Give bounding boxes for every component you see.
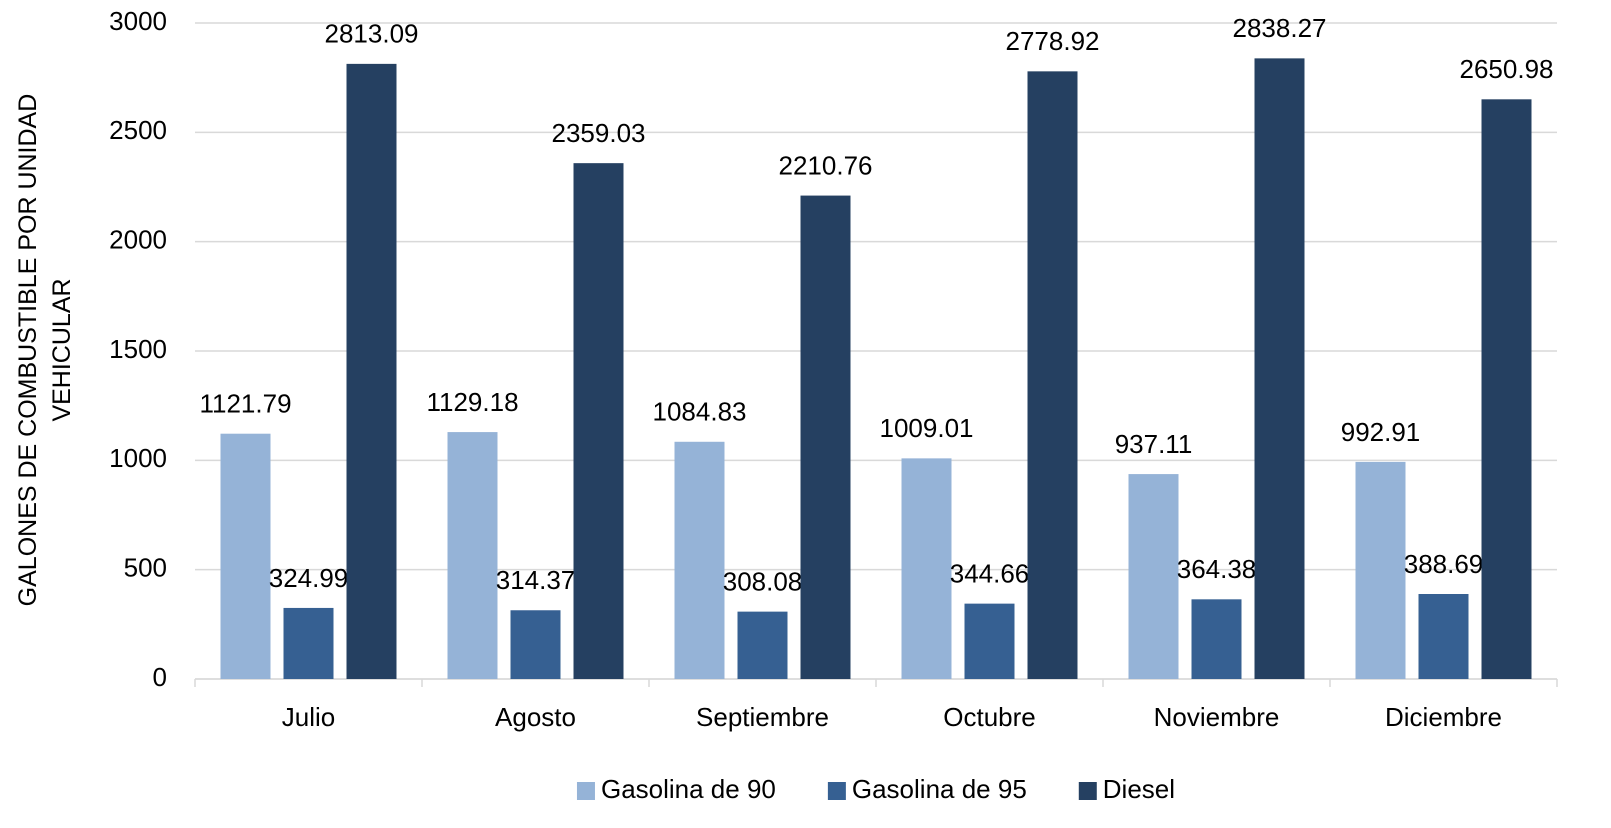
bar xyxy=(573,163,624,680)
data-label: 2778.92 xyxy=(1006,26,1100,56)
data-label: 388.69 xyxy=(1404,549,1484,579)
bar xyxy=(220,433,271,679)
y-tick-label: 1500 xyxy=(109,334,167,364)
y-axis-label: GALONES DE COMBUSTIBLE POR UNIDAD VEHICU… xyxy=(14,93,76,607)
bar xyxy=(737,611,788,679)
y-tick-label: 1000 xyxy=(109,443,167,473)
data-label: 2359.03 xyxy=(552,118,646,148)
legend-swatch xyxy=(1078,782,1097,800)
data-label: 364.38 xyxy=(1177,554,1257,584)
data-label: 344.66 xyxy=(950,559,1030,589)
data-label: 324.99 xyxy=(269,563,349,593)
bar xyxy=(1481,99,1532,680)
data-label: 1129.18 xyxy=(426,387,518,417)
x-tick-label: Noviembre xyxy=(1154,702,1280,732)
bar xyxy=(510,610,561,679)
y-tick-label: 2000 xyxy=(109,225,167,255)
legend-label: Gasolina de 90 xyxy=(601,774,776,804)
bar xyxy=(1027,71,1078,679)
bar xyxy=(1191,599,1242,679)
x-tick-label: Octubre xyxy=(943,702,1036,732)
bar xyxy=(901,458,952,679)
data-label: 314.37 xyxy=(496,565,576,595)
x-tick-label: Julio xyxy=(282,702,335,732)
legend-swatch xyxy=(827,782,846,800)
y-tick-label: 3000 xyxy=(109,6,167,36)
data-label: 1121.79 xyxy=(199,389,291,419)
bar xyxy=(800,195,851,679)
legend-swatch xyxy=(576,782,595,800)
bar xyxy=(1418,594,1469,679)
data-label: 1009.01 xyxy=(880,413,974,443)
data-label: 2210.76 xyxy=(779,150,873,180)
x-tick-label: Diciembre xyxy=(1385,702,1502,732)
bar xyxy=(1254,58,1305,679)
bar xyxy=(1128,474,1179,679)
data-label: 937.11 xyxy=(1115,429,1193,459)
data-label: 2650.98 xyxy=(1460,54,1554,84)
bar xyxy=(283,607,334,679)
legend-label: Gasolina de 95 xyxy=(852,774,1027,804)
x-tick-label: Septiembre xyxy=(696,702,829,732)
y-tick-label: 2500 xyxy=(109,115,167,145)
y-tick-label: 500 xyxy=(124,553,167,583)
bar xyxy=(346,63,397,680)
bar xyxy=(674,441,725,679)
y-tick-label: 0 xyxy=(153,662,167,692)
bar xyxy=(964,603,1015,679)
data-label: 2838.27 xyxy=(1233,13,1327,43)
data-label: 992.91 xyxy=(1341,417,1421,447)
data-label: 1084.83 xyxy=(653,397,747,427)
bar xyxy=(447,432,498,679)
data-label: 2813.09 xyxy=(325,19,419,49)
x-tick-label: Agosto xyxy=(495,702,576,732)
data-label: 308.08 xyxy=(723,567,803,597)
legend-label: Diesel xyxy=(1103,774,1175,804)
bar xyxy=(1355,461,1406,679)
